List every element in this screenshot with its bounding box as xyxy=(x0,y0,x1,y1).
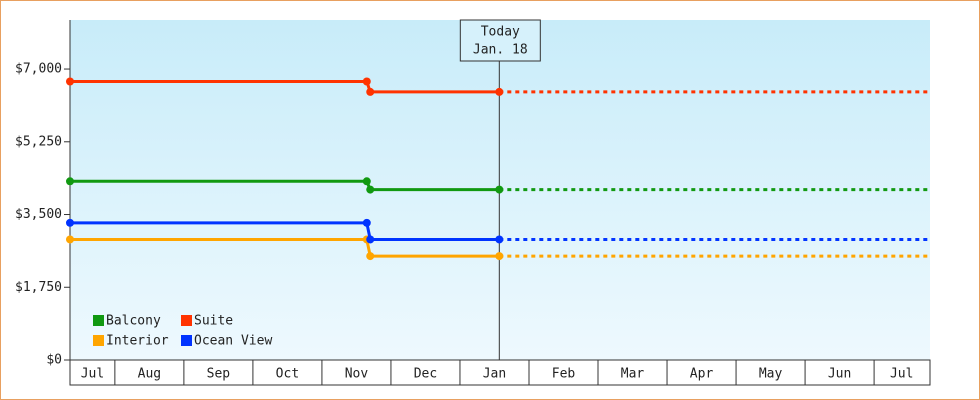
legend-label: Balcony xyxy=(106,314,161,329)
legend-swatch xyxy=(93,315,104,326)
series-point xyxy=(366,235,375,244)
y-tick-label: $3,500 xyxy=(15,207,62,222)
x-tick-label: Aug xyxy=(138,367,161,382)
x-tick-label: Mar xyxy=(621,367,645,382)
y-tick-label: $0 xyxy=(46,353,62,368)
x-tick-label: Jul xyxy=(81,367,104,382)
today-date: Jan. 18 xyxy=(473,43,528,58)
series-point xyxy=(366,87,375,96)
x-tick-label: Apr xyxy=(690,367,714,382)
series-line xyxy=(70,179,500,192)
series-point xyxy=(362,177,371,186)
x-tick-label: Jul xyxy=(890,367,913,382)
series-point xyxy=(495,235,504,244)
legend-label: Suite xyxy=(194,314,233,329)
x-tick-label: Dec xyxy=(414,367,437,382)
series-point xyxy=(66,218,74,227)
today-box xyxy=(459,19,541,62)
y-tick-label: $1,750 xyxy=(15,280,62,295)
x-tick-label: Jun xyxy=(828,367,851,382)
series-point xyxy=(366,252,375,261)
series-point xyxy=(495,87,504,96)
series-point xyxy=(66,235,74,244)
series-point xyxy=(66,77,74,86)
series-point xyxy=(366,185,375,194)
legend-label: Ocean View xyxy=(194,334,272,349)
legend-swatch xyxy=(181,315,192,326)
legend-swatch xyxy=(93,335,104,346)
legend-label: Interior xyxy=(106,334,169,349)
series-line xyxy=(70,237,500,258)
series-point xyxy=(362,218,371,227)
series-point xyxy=(362,77,371,86)
legend-swatch xyxy=(181,335,192,346)
x-tick-label: Nov xyxy=(345,367,369,382)
x-tick-label: Feb xyxy=(552,367,576,382)
series-line xyxy=(70,221,500,241)
x-tick-label: Sep xyxy=(207,367,231,382)
today-label: Today xyxy=(481,25,520,40)
x-axis-band xyxy=(69,359,931,386)
y-tick-label: $7,000 xyxy=(15,62,62,77)
x-tick-label: May xyxy=(759,367,783,382)
series-line xyxy=(70,80,500,94)
x-tick-label: Oct xyxy=(276,367,299,382)
series-point xyxy=(66,177,74,186)
series-point xyxy=(495,252,504,261)
series-point xyxy=(495,185,504,194)
x-tick-label: Jan xyxy=(483,367,506,382)
y-tick-label: $5,250 xyxy=(15,134,62,149)
